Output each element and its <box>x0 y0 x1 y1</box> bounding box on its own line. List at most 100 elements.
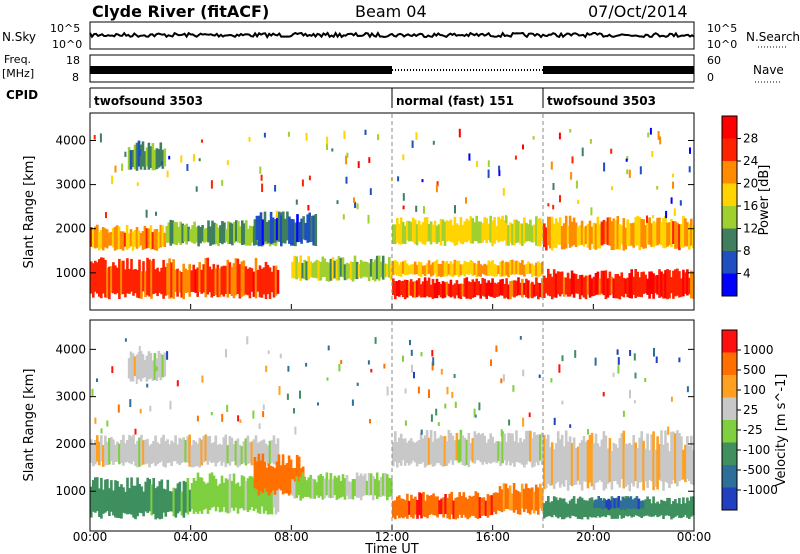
power-cell <box>143 151 147 170</box>
velocity-speckle <box>226 404 229 412</box>
velocity-cell <box>116 481 119 518</box>
power-cell <box>449 219 453 242</box>
power-speckle <box>326 142 328 150</box>
velocity-speckle <box>413 371 415 379</box>
velocity-speckle <box>111 366 114 374</box>
power-cell <box>394 260 397 275</box>
velocity-speckle <box>299 390 301 399</box>
power-cell <box>415 224 419 246</box>
power-cell <box>196 267 199 297</box>
velocity-cell <box>480 497 484 516</box>
power-cell <box>592 222 596 249</box>
velocity-cell <box>487 439 490 463</box>
power-cell <box>582 227 586 247</box>
velocity-speckle <box>553 417 556 425</box>
power-speckle <box>136 182 139 186</box>
power-cell <box>537 218 540 247</box>
velocity-cell <box>198 437 201 468</box>
power-cell <box>153 149 157 171</box>
velocity-cell <box>497 441 500 462</box>
velocity-cell <box>128 488 131 514</box>
velocity-speckle <box>670 396 673 402</box>
power-cell <box>144 271 147 297</box>
power-cell <box>523 282 526 295</box>
cpid-segment-label: twofsound 3503 <box>94 94 203 108</box>
power-speckle <box>628 169 631 178</box>
power-marks <box>90 114 695 309</box>
velocity-cell <box>461 435 465 465</box>
velocity-cell <box>132 434 135 462</box>
power-cell <box>207 220 210 243</box>
velocity-cell <box>148 445 151 468</box>
power-cell <box>656 275 659 295</box>
power-cell <box>419 224 423 243</box>
power-cell <box>489 215 492 243</box>
velocity-cell <box>266 445 270 466</box>
colorbar-tick-label: 12 <box>743 222 758 236</box>
power-speckle <box>498 165 501 172</box>
power-cell <box>618 224 622 250</box>
velocity-cell <box>142 491 145 517</box>
power-cell <box>188 264 191 297</box>
velocity-cell <box>154 435 157 467</box>
power-cell <box>566 272 570 297</box>
velocity-cell <box>588 498 592 517</box>
power-cell <box>273 219 277 243</box>
velocity-speckle <box>225 349 227 358</box>
velocity-cell <box>419 432 423 464</box>
velocity-cell <box>198 477 202 512</box>
velocity-cell <box>220 475 224 512</box>
velocity-cell <box>425 430 429 466</box>
velocity-cell <box>204 434 208 462</box>
power-cell <box>259 212 263 247</box>
power-cell <box>215 223 218 245</box>
velocity-cell <box>130 477 133 515</box>
freq-series <box>90 66 694 74</box>
power-speckle <box>402 193 405 201</box>
nave-label: Nave <box>753 63 784 77</box>
velocity-cell <box>321 476 325 500</box>
power-cell <box>292 219 295 246</box>
velocity-cell <box>556 500 560 519</box>
power-cell <box>602 220 606 245</box>
power-cell <box>632 222 635 248</box>
velocity-cell <box>448 493 451 520</box>
power-cell <box>242 260 246 296</box>
velocity-speckle <box>246 336 249 345</box>
velocity-cell <box>149 352 153 379</box>
power-cell <box>150 260 153 299</box>
power-cell <box>473 281 477 297</box>
power-cell <box>236 258 240 294</box>
power-cell <box>447 221 451 241</box>
velocity-cell <box>186 436 189 463</box>
velocity-cell <box>413 443 417 463</box>
power-cell <box>668 270 671 299</box>
colorbar-swatch <box>722 273 737 297</box>
power-cell <box>425 263 429 275</box>
power-cell <box>417 278 421 296</box>
velocity-cell <box>552 449 556 489</box>
power-cell <box>124 269 127 298</box>
velocity-speckle <box>420 429 423 435</box>
velocity-cell <box>275 461 279 491</box>
velocity-cell <box>435 438 439 463</box>
velocity-cell <box>634 442 637 482</box>
power-cell <box>192 264 195 292</box>
power-cell <box>399 217 403 245</box>
power-cell <box>359 259 363 279</box>
power-cell <box>491 220 494 247</box>
velocity-cell <box>574 448 578 485</box>
velocity-cell <box>682 497 685 517</box>
power-cell <box>127 147 131 170</box>
velocity-cell <box>610 451 614 490</box>
velocity-cell <box>118 443 121 465</box>
power-cell <box>443 282 447 298</box>
power-cell <box>692 271 695 299</box>
power-cell <box>497 265 500 275</box>
power-cell <box>572 217 576 245</box>
power-cell <box>439 218 443 246</box>
velocity-cell <box>323 478 327 499</box>
velocity-cell <box>152 478 155 515</box>
velocity-cell <box>541 487 544 511</box>
power-cell <box>451 225 455 243</box>
